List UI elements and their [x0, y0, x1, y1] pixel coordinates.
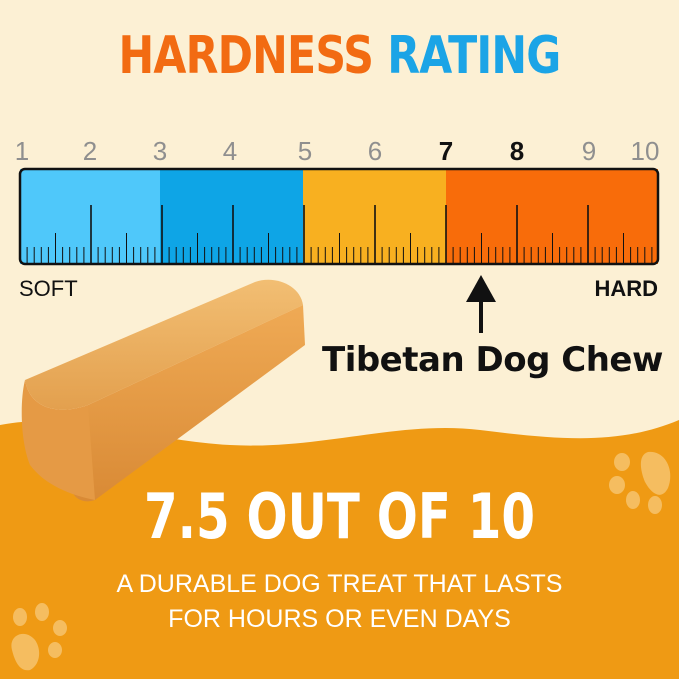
title-hardness: HARDNESS: [118, 26, 374, 86]
paw-print-icon: [11, 603, 67, 671]
scale-number: 8: [509, 136, 525, 166]
hard-label: HARD: [594, 276, 658, 301]
rating-description-line1: A DURABLE DOG TREAT THAT LASTS: [116, 570, 563, 598]
scale-number: 2: [82, 136, 98, 166]
page-title: HARDNESS RATING: [61, 26, 618, 86]
scale-number: 5: [297, 136, 313, 166]
rating-description-line2: FOR HOURS OR EVEN DAYS: [168, 605, 511, 633]
ruler-segment: [20, 169, 160, 264]
orange-wave-band: [0, 420, 679, 679]
product-name: Tibetan Dog Chew: [322, 340, 663, 380]
scale-number: 10: [630, 136, 660, 166]
scale-number: 4: [222, 136, 238, 166]
ruler-segment: [160, 169, 303, 264]
soft-label: SOFT: [19, 276, 78, 301]
paw-print-icon: [609, 451, 671, 514]
title-rating: RATING: [387, 26, 561, 86]
scale-number: 9: [581, 136, 597, 166]
arrow-up-icon: [466, 275, 496, 333]
scale-number: 6: [367, 136, 383, 166]
rating-headline: 7.5 OUT OF 10: [144, 480, 535, 553]
scale-number: 1: [14, 136, 30, 166]
hardness-ruler: [18, 167, 660, 266]
ruler-border: [18, 167, 660, 266]
yak-chew-image: [21, 279, 306, 502]
scale-number: 3: [152, 136, 168, 166]
scale-number: 7: [438, 136, 454, 166]
